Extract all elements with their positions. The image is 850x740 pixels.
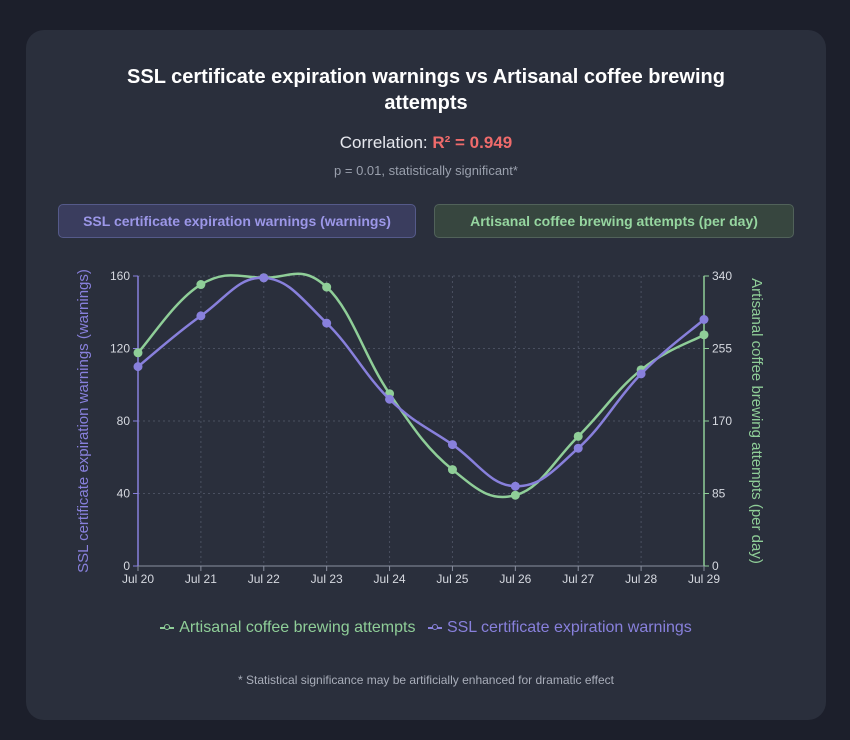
x-tick-label: Jul 20 — [122, 572, 154, 586]
x-tick-label: Jul 28 — [625, 572, 657, 586]
data-point-ssl — [134, 362, 143, 371]
series-line-coffee — [138, 274, 704, 497]
data-point-ssl — [637, 369, 646, 378]
left-tick-label: 0 — [123, 559, 130, 573]
footnote: * Statistical significance may be artifi… — [26, 673, 826, 687]
series-line-ssl — [138, 278, 704, 487]
data-point-coffee — [700, 330, 709, 339]
data-point-coffee — [511, 491, 520, 500]
left-tick-label: 80 — [117, 414, 131, 428]
x-tick-label: Jul 22 — [248, 572, 280, 586]
data-point-coffee — [134, 348, 143, 357]
legend-item-coffee[interactable]: Artisanal coffee brewing attempts — [160, 619, 415, 637]
data-point-coffee — [322, 283, 331, 292]
left-axis-title: SSL certificate expiration warnings (war… — [75, 269, 92, 573]
right-tick-label: 170 — [712, 414, 732, 428]
x-tick-label: Jul 21 — [185, 572, 217, 586]
legend-item-ssl[interactable]: SSL certificate expiration warnings — [428, 619, 692, 637]
right-tick-label: 0 — [712, 559, 719, 573]
right-tick-label: 85 — [712, 487, 726, 501]
legend-label-coffee: Artisanal coffee brewing attempts — [179, 619, 415, 637]
x-tick-label: Jul 29 — [688, 572, 720, 586]
chart-legend: Artisanal coffee brewing attempts SSL ce… — [26, 616, 826, 637]
data-point-ssl — [385, 395, 394, 404]
data-point-coffee — [574, 432, 583, 441]
data-point-coffee — [196, 280, 205, 289]
data-point-coffee — [448, 465, 457, 474]
right-tick-label: 340 — [712, 269, 732, 283]
legend-label-ssl: SSL certificate expiration warnings — [447, 619, 692, 637]
data-point-ssl — [322, 319, 331, 328]
data-point-ssl — [259, 273, 268, 282]
line-chart: 0 40 80 120 160 0 85 170 255 340 Jul 20 Jul 21 Jul 2… — [26, 30, 826, 630]
x-tick-label: Jul 24 — [374, 572, 406, 586]
legend-line-coffee-icon — [160, 627, 174, 629]
data-point-ssl — [574, 444, 583, 453]
data-point-ssl — [196, 311, 205, 320]
x-tick-label: Jul 27 — [562, 572, 594, 586]
left-tick-label: 40 — [117, 487, 131, 501]
x-tick-label: Jul 26 — [499, 572, 531, 586]
data-point-ssl — [448, 440, 457, 449]
left-tick-label: 160 — [110, 269, 130, 283]
right-tick-label: 255 — [712, 342, 732, 356]
chart-card: SSL certificate expiration warnings vs A… — [26, 30, 826, 720]
x-tick-label: Jul 23 — [311, 572, 343, 586]
x-tick-label: Jul 25 — [436, 572, 468, 586]
legend-line-ssl-icon — [428, 627, 442, 629]
data-point-ssl — [511, 482, 520, 491]
right-axis-title: Artisanal coffee brewing attempts (per d… — [748, 278, 765, 564]
data-point-ssl — [700, 315, 709, 324]
left-tick-label: 120 — [110, 342, 130, 356]
